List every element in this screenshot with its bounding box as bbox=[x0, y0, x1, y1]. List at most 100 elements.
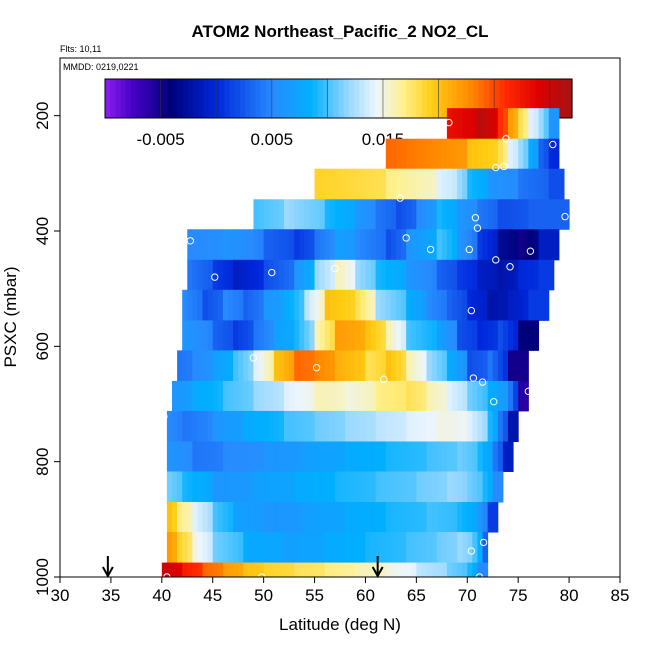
heatmap-cell bbox=[340, 199, 346, 230]
heatmap-cell bbox=[452, 350, 458, 382]
colorbar-swatch bbox=[488, 79, 495, 118]
heatmap-cell bbox=[421, 168, 428, 200]
heatmap-cell bbox=[212, 502, 219, 533]
heatmap-cell bbox=[263, 410, 270, 442]
heatmap-cell bbox=[177, 562, 183, 578]
heatmap-cell bbox=[324, 380, 331, 412]
heatmap-cell bbox=[350, 168, 356, 200]
heatmap-cell bbox=[492, 259, 499, 291]
heatmap-cell bbox=[472, 350, 478, 382]
heatmap-cell bbox=[431, 259, 438, 291]
heatmap-cell bbox=[329, 350, 336, 382]
heatmap-cell bbox=[268, 380, 275, 412]
heatmap-cell bbox=[289, 199, 295, 230]
heatmap-cell bbox=[467, 138, 473, 170]
heatmap-cell bbox=[421, 229, 428, 261]
heatmap-cell bbox=[258, 320, 265, 351]
heatmap-cell bbox=[482, 168, 489, 200]
heatmap-cell bbox=[197, 350, 204, 382]
heatmap-cell bbox=[477, 562, 484, 578]
colorbar-swatch bbox=[296, 79, 303, 118]
heatmap-cell bbox=[177, 532, 183, 564]
heatmap-cell bbox=[508, 441, 514, 472]
heatmap-cell bbox=[345, 320, 351, 351]
data-point bbox=[524, 387, 533, 396]
colorbar-swatch bbox=[193, 79, 199, 118]
heatmap-cell bbox=[533, 108, 540, 140]
heatmap-cell bbox=[365, 380, 372, 412]
heatmap-cell bbox=[278, 471, 285, 503]
heatmap-cell bbox=[457, 108, 463, 140]
heatmap-cell bbox=[396, 199, 402, 230]
heatmap-cell bbox=[431, 471, 438, 503]
colorbar-swatch bbox=[411, 79, 417, 118]
heatmap-cell bbox=[263, 532, 270, 564]
heatmap-cell bbox=[253, 562, 260, 578]
heatmap-cell bbox=[324, 471, 331, 503]
heatmap-cell bbox=[294, 441, 300, 472]
heatmap-cell bbox=[284, 410, 290, 442]
heatmap-cell bbox=[222, 441, 229, 472]
heatmap-cell bbox=[436, 562, 443, 578]
colorbar-swatch bbox=[535, 79, 542, 118]
heatmap-cell bbox=[467, 350, 473, 382]
heatmap-cell bbox=[202, 562, 209, 578]
heatmap-cell bbox=[350, 350, 356, 382]
x-tick-label: 70 bbox=[458, 586, 477, 605]
heatmap-cell bbox=[380, 562, 387, 578]
data-point bbox=[211, 273, 219, 281]
heatmap-cell bbox=[207, 320, 214, 351]
heatmap-cell bbox=[396, 502, 402, 533]
heatmap-cell bbox=[487, 229, 494, 261]
heatmap-cell bbox=[431, 229, 438, 261]
heatmap-cell bbox=[426, 350, 433, 382]
heatmap-cell bbox=[202, 289, 209, 321]
flights-label: Flts: 10,11 bbox=[60, 44, 101, 54]
heatmap-cell bbox=[467, 441, 473, 472]
colorbar-swatch bbox=[452, 79, 459, 118]
heatmap-cell bbox=[365, 410, 372, 442]
heatmap-cell bbox=[350, 441, 356, 472]
heatmap-cell bbox=[411, 562, 417, 578]
heatmap-cell bbox=[502, 229, 509, 261]
heatmap-cell bbox=[284, 441, 290, 472]
heatmap-cell bbox=[217, 562, 224, 578]
heatmap-cell bbox=[467, 380, 473, 412]
colorbar-swatch bbox=[400, 79, 407, 118]
heatmap-cell bbox=[202, 259, 209, 291]
heatmap-cell bbox=[253, 441, 260, 472]
heatmap-cell bbox=[228, 350, 234, 382]
heatmap-cell bbox=[431, 320, 438, 351]
data-point bbox=[500, 162, 508, 171]
heatmap-cell bbox=[238, 471, 244, 503]
heatmap-cell bbox=[370, 380, 377, 412]
colorbar-swatch bbox=[431, 79, 438, 118]
heatmap-cell bbox=[238, 229, 244, 261]
heatmap-cell bbox=[217, 350, 224, 382]
heatmap-cell bbox=[243, 229, 249, 261]
data-point bbox=[490, 397, 498, 406]
data-point bbox=[268, 268, 276, 277]
heatmap-cell bbox=[497, 289, 504, 321]
heatmap-cell bbox=[508, 199, 514, 230]
heatmap-cell bbox=[238, 259, 244, 291]
heatmap-cell bbox=[187, 441, 193, 472]
colorbar-swatch bbox=[219, 79, 225, 118]
heatmap-cell bbox=[273, 259, 280, 291]
heatmap-cell bbox=[253, 410, 260, 442]
heatmap-cell bbox=[421, 471, 428, 503]
heatmap-cell bbox=[324, 350, 331, 382]
heatmap-cell bbox=[268, 320, 275, 351]
heatmap-cell bbox=[492, 229, 499, 261]
heatmap-cell bbox=[294, 320, 300, 351]
heatmap-cell bbox=[350, 289, 356, 321]
heatmap-cell bbox=[426, 199, 433, 230]
heatmap-cell bbox=[513, 259, 519, 291]
heatmap-cell bbox=[207, 380, 214, 412]
heatmap-cell bbox=[518, 289, 524, 321]
data-point bbox=[526, 247, 535, 255]
heatmap-cell bbox=[533, 320, 540, 351]
heatmap-cell bbox=[390, 289, 397, 321]
heatmap-cell bbox=[472, 471, 478, 503]
